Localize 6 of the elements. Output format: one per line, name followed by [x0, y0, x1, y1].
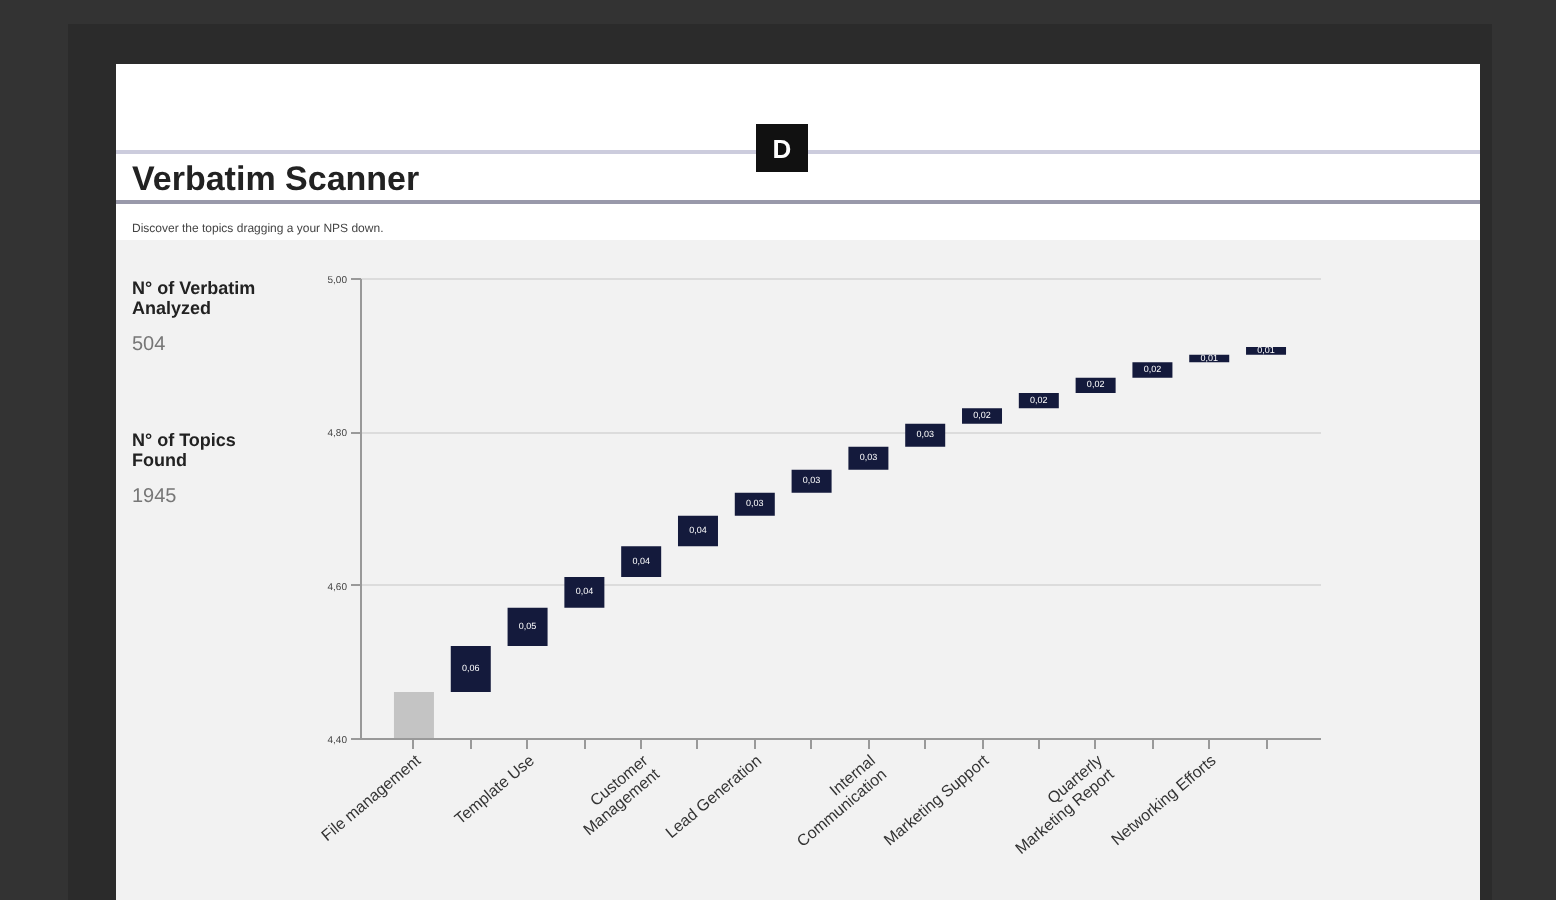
chart-title: Verbatim Scanner — [132, 160, 420, 200]
text: N° of Topics Found — [132, 430, 238, 470]
text: 504 — [132, 334, 166, 356]
text: 1945 — [132, 486, 177, 508]
text: N° of Verbatim Analyzed — [132, 278, 258, 318]
text: D — [756, 124, 808, 172]
